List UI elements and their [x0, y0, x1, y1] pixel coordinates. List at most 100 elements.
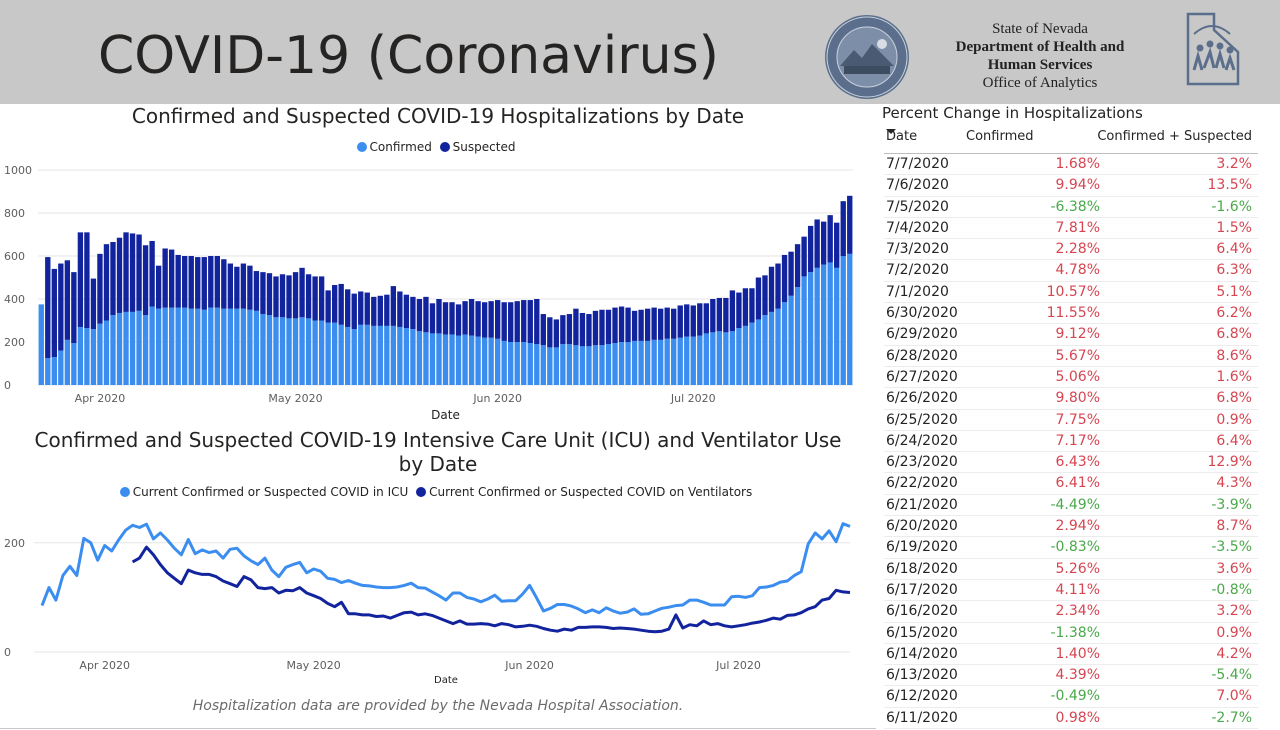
bar-confirmed: [318, 320, 325, 385]
bar-suspected: [729, 290, 736, 332]
icu-ventilator-line-chart[interactable]: 0 200 Apr 2020 May 2020 Jun 2020 Jul 2020 Date: [0, 500, 876, 690]
bar-confirmed: [664, 338, 670, 385]
bar-suspected: [162, 248, 168, 308]
bar-suspected: [155, 265, 162, 309]
table-row[interactable]: 6/30/2020 11.55% 6.2%: [884, 303, 1258, 325]
cell-confirmed: 0.98%: [1055, 709, 1100, 726]
table-row[interactable]: 6/18/2020 5.26% 3.6%: [884, 559, 1258, 580]
table-row[interactable]: 7/2/2020 4.78% 6.3%: [884, 260, 1258, 282]
sort-descending-icon[interactable]: [886, 129, 896, 134]
bar-suspected: [827, 215, 833, 263]
bar-suspected: [501, 302, 507, 341]
table-row[interactable]: 6/13/2020 4.39% -5.4%: [884, 665, 1258, 687]
bar-confirmed: [45, 358, 51, 386]
bar-confirmed: [305, 318, 312, 385]
cell-date: 6/12/2020: [886, 688, 958, 705]
bar-suspected: [397, 291, 403, 327]
legend-item-suspected[interactable]: Suspected: [439, 140, 515, 154]
percent-change-table-title: Percent Change in Hospitalizations: [882, 104, 1143, 122]
table-row[interactable]: 7/3/2020 2.28% 6.4%: [884, 239, 1258, 261]
cell-date: 6/21/2020: [886, 496, 958, 513]
x-tick-label: Jun 2020: [504, 659, 554, 672]
legend-item-confirmed[interactable]: Confirmed: [356, 140, 432, 154]
bar-suspected: [227, 263, 234, 309]
table-row[interactable]: 7/5/2020 -6.38% -1.6%: [884, 197, 1258, 218]
table-row[interactable]: 6/27/2020 5.06% 1.6%: [884, 367, 1258, 389]
bar-confirmed: [657, 339, 664, 385]
bar-confirmed: [631, 340, 638, 385]
bar-suspected: [697, 303, 703, 336]
table-row[interactable]: 6/29/2020 9.12% 6.8%: [884, 324, 1258, 346]
bar-confirmed: [527, 343, 533, 385]
bar-confirmed: [442, 334, 449, 385]
cell-date: 6/27/2020: [886, 368, 958, 385]
table-row[interactable]: 6/28/2020 5.67% 8.6%: [884, 346, 1258, 367]
table-row[interactable]: 6/20/2020 2.94% 8.7%: [884, 516, 1258, 538]
bar-confirmed: [221, 308, 227, 385]
legend-item-ventilators[interactable]: Current Confirmed or Suspected COVID on …: [416, 485, 752, 499]
bar-suspected: [345, 289, 351, 327]
bar-confirmed: [651, 339, 657, 385]
bar-suspected: [723, 297, 729, 333]
legend-label-confirmed: Confirmed: [369, 140, 432, 154]
bar-confirmed: [488, 337, 494, 385]
bar-suspected: [644, 308, 651, 341]
legend-item-icu[interactable]: Current Confirmed or Suspected COVID in …: [119, 485, 408, 499]
bar-suspected: [110, 242, 116, 316]
table-row[interactable]: 6/22/2020 6.41% 4.3%: [884, 473, 1258, 495]
cell-confirmed: 5.67%: [1055, 347, 1100, 364]
cell-date: 6/14/2020: [886, 645, 958, 662]
table-row[interactable]: 6/24/2020 7.17% 6.4%: [884, 431, 1258, 453]
bar-confirmed: [547, 347, 553, 386]
cell-date: 7/5/2020: [886, 198, 949, 215]
table-row[interactable]: 6/12/2020 -0.49% 7.0%: [884, 686, 1258, 708]
nevada-seal-icon: [825, 15, 909, 99]
bar-confirmed: [423, 332, 429, 385]
cell-date: 7/1/2020: [886, 283, 949, 300]
cell-confirmed: 7.17%: [1055, 432, 1100, 449]
bar-suspected: [801, 236, 807, 277]
table-row[interactable]: 7/4/2020 7.81% 1.5%: [884, 218, 1258, 240]
table-row[interactable]: 6/15/2020 -1.38% 0.9%: [884, 623, 1258, 644]
cell-confirmed-suspected: 13.5%: [1207, 177, 1252, 194]
bar-suspected: [358, 291, 364, 325]
header-banner: COVID-19 (Coronavirus) State of Nevada D…: [0, 0, 1280, 104]
agency-line-dept: Department of Health and: [955, 39, 1125, 55]
bar-suspected: [475, 301, 481, 337]
bar-suspected: [64, 260, 71, 340]
table-row[interactable]: 6/25/2020 7.75% 0.9%: [884, 410, 1258, 431]
bar-suspected: [775, 263, 781, 309]
table-row[interactable]: 6/26/2020 9.80% 6.8%: [884, 388, 1258, 410]
column-header-confirmed[interactable]: Confirmed: [966, 129, 1034, 144]
bar-confirmed: [436, 333, 442, 385]
table-row[interactable]: 6/17/2020 4.11% -0.8%: [884, 580, 1258, 602]
bar-suspected: [651, 307, 657, 340]
cell-confirmed: 6.43%: [1055, 454, 1100, 471]
bar-confirmed: [214, 307, 220, 385]
bar-suspected: [455, 304, 462, 336]
table-row[interactable]: 6/11/2020 0.98% -2.7%: [884, 708, 1258, 730]
x-tick-label: Jul 2020: [670, 392, 716, 405]
table-row[interactable]: 7/6/2020 9.94% 13.5%: [884, 175, 1258, 197]
bar-suspected: [273, 276, 279, 318]
table-row[interactable]: 6/14/2020 1.40% 4.2%: [884, 644, 1258, 666]
cell-confirmed: 1.68%: [1055, 156, 1100, 172]
table-row[interactable]: 6/16/2020 2.34% 3.2%: [884, 601, 1258, 623]
hospitalizations-bar-chart[interactable]: 0 200 400 600 800 1000 Apr 2020 May 2020 Jun 202…: [0, 158, 876, 424]
column-header-confirmed-suspected[interactable]: Confirmed + Suspected: [1097, 129, 1252, 144]
bar-confirmed: [390, 325, 397, 386]
cell-confirmed-suspected: 3.6%: [1216, 560, 1252, 577]
bar-confirmed: [671, 338, 677, 385]
bar-suspected: [292, 272, 299, 319]
bar-confirmed: [494, 338, 501, 385]
table-row[interactable]: 7/7/2020 1.68% 3.2%: [884, 154, 1258, 176]
table-row[interactable]: 6/23/2020 6.43% 12.9%: [884, 452, 1258, 474]
table-row[interactable]: 7/1/2020 10.57% 5.1%: [884, 282, 1258, 304]
bar-suspected: [768, 266, 775, 312]
dhhs-logo-icon: [1186, 12, 1240, 86]
table-row[interactable]: 6/21/2020 -4.49% -3.9%: [884, 495, 1258, 517]
hospitalizations-chart-title: Confirmed and Suspected COVID-19 Hospita…: [131, 104, 745, 128]
hospitalizations-legend: Confirmed Suspected: [0, 140, 876, 154]
table-row[interactable]: 6/19/2020 -0.83% -3.5%: [884, 537, 1258, 559]
bar-suspected: [534, 299, 540, 345]
